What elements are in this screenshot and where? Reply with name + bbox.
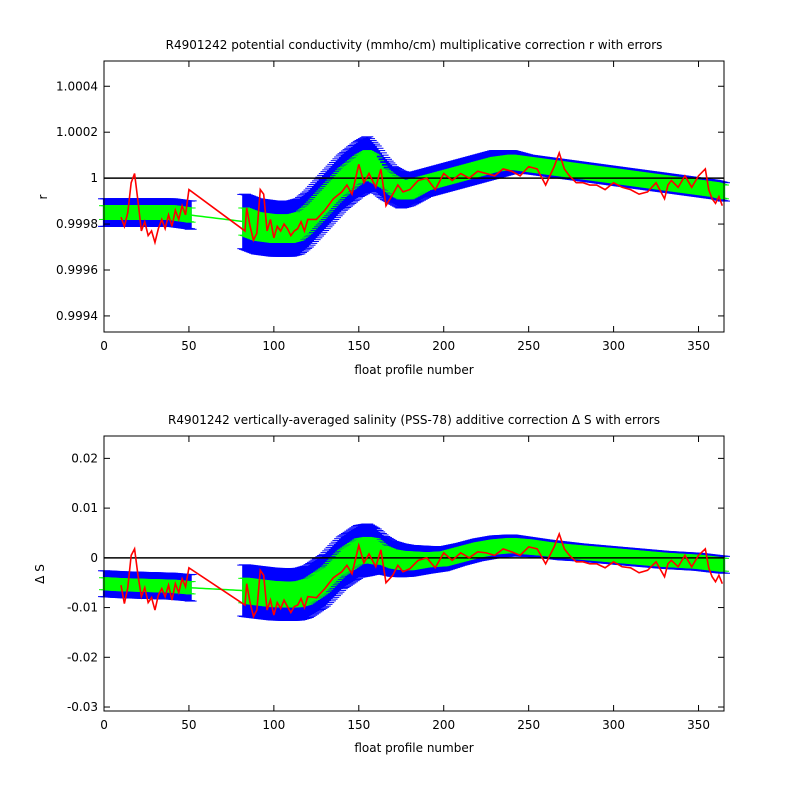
x-axis-label: float profile number (354, 363, 473, 377)
y-tick-label: -0.01 (67, 601, 98, 615)
x-tick-label: 100 (262, 339, 285, 353)
x-tick-label: 250 (517, 339, 540, 353)
fit-line (188, 214, 247, 224)
y-tick-label: 0.02 (71, 451, 98, 465)
y-tick-label: 1.0004 (56, 79, 98, 93)
y-tick-label: -0.02 (67, 650, 98, 664)
y-tick-label: 0.9998 (56, 217, 98, 231)
error-band (98, 136, 730, 257)
y-axis-label: Δ S (33, 564, 47, 584)
plot-frame (103, 60, 725, 333)
chart-panel-conductivity-correction: 0 50 100 150 200 250 300 350 0.9994 0.9996 0.9998 1… (36, 38, 730, 377)
plot-frame (103, 435, 725, 712)
x-tick-label: 250 (517, 718, 540, 732)
x-tick-label: 50 (181, 718, 196, 732)
data-line (120, 150, 724, 246)
y-tick-label: 0.9996 (56, 263, 98, 277)
chart-title: R4901242 vertically-averaged salinity (P… (168, 413, 660, 427)
chart-panel-salinity-correction: 0 50 100 150 200 250 300 350 -0.03 -0.02 -0.01 0 0.0… (33, 413, 730, 755)
x-tick-label: 200 (432, 718, 455, 732)
y-axis-label: r (36, 194, 50, 199)
x-tick-label: 350 (687, 339, 710, 353)
y-tick-label: 0.01 (71, 501, 98, 515)
x-tick-label: 350 (687, 718, 710, 732)
x-tick-label: 150 (347, 339, 370, 353)
x-tick-label: 150 (347, 718, 370, 732)
y-tick-label: 0.9994 (56, 309, 98, 323)
data-line (120, 531, 724, 619)
chart-title: R4901242 potential conductivity (mmho/cm… (166, 38, 663, 52)
x-tick-label: 100 (262, 718, 285, 732)
x-tick-label: 300 (602, 718, 625, 732)
plot-area: 0 50 100 150 200 250 300 350 0.9994 0.9996 0.9998 1… (56, 60, 730, 353)
error-band (98, 523, 730, 621)
fit-line (188, 586, 247, 592)
y-tick-label: -0.03 (67, 700, 98, 714)
x-axis-label: float profile number (354, 741, 473, 755)
x-tick-label: 50 (181, 339, 196, 353)
x-tick-label: 0 (100, 718, 108, 732)
y-tick-label: 1.0002 (56, 125, 98, 139)
y-tick-label: 1 (90, 171, 98, 185)
plot-area: 0 50 100 150 200 250 300 350 -0.03 -0.02 -0.01 0 0.0… (67, 435, 730, 732)
x-tick-label: 200 (432, 339, 455, 353)
x-tick-label: 300 (602, 339, 625, 353)
x-tick-label: 0 (100, 339, 108, 353)
y-tick-label: 0 (90, 551, 98, 565)
